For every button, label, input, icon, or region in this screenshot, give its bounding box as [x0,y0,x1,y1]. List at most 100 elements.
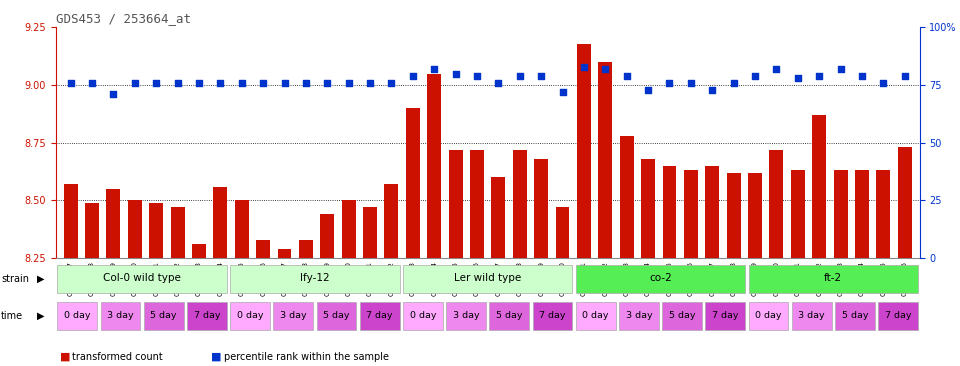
Bar [876,171,890,258]
Point [897,73,912,79]
Text: GDS453 / 253664_at: GDS453 / 253664_at [56,12,191,25]
Point [213,80,228,86]
Bar [406,108,420,258]
Text: time: time [1,311,23,321]
Bar [641,159,655,258]
Bar [274,302,313,330]
Bar [360,302,399,330]
Bar [749,302,788,330]
Point [833,66,849,72]
Bar [878,302,918,330]
Point [255,80,271,86]
Bar [230,302,270,330]
Bar [58,265,227,293]
Bar [187,302,227,330]
Point [747,73,762,79]
Text: ▶: ▶ [36,311,44,321]
Point [661,80,677,86]
Point [448,71,464,76]
Bar [192,244,205,258]
Bar [706,302,745,330]
Point [276,80,292,86]
Point [854,73,870,79]
Bar [149,203,163,258]
Bar [277,249,292,258]
Text: 3 day: 3 day [280,311,306,320]
Bar [321,214,334,258]
Bar [230,265,399,293]
Text: 5 day: 5 day [842,311,868,320]
Bar [534,159,548,258]
Bar [363,207,377,258]
Point [127,80,142,86]
Text: ■: ■ [60,352,70,362]
Bar [576,265,745,293]
Text: 0 day: 0 day [410,311,436,320]
Bar [470,150,484,258]
Point [299,80,314,86]
Bar [619,302,659,330]
Text: 7 day: 7 day [712,311,738,320]
Text: 0 day: 0 day [64,311,90,320]
Bar [833,171,848,258]
Text: ft-2: ft-2 [825,273,842,283]
Text: percentile rank within the sample: percentile rank within the sample [224,352,389,362]
Bar [556,207,569,258]
Text: 0 day: 0 day [583,311,609,320]
Text: 5 day: 5 day [496,311,522,320]
Text: 3 day: 3 day [108,311,133,320]
Point [234,80,250,86]
Bar [144,302,183,330]
Text: strain: strain [1,274,29,284]
Point [320,80,335,86]
Point [426,66,442,72]
Bar [533,302,572,330]
Text: 0 day: 0 day [756,311,781,320]
Point [63,80,79,86]
Text: 5 day: 5 day [151,311,177,320]
Bar [812,115,827,258]
Point [876,80,891,86]
Text: 7 day: 7 day [540,311,565,320]
Text: 3 day: 3 day [453,311,479,320]
Bar [317,302,356,330]
Point [684,80,699,86]
Point [384,80,399,86]
Text: 3 day: 3 day [626,311,652,320]
Text: co-2: co-2 [649,273,672,283]
Bar [662,166,677,258]
Point [512,73,527,79]
Point [769,66,784,72]
Text: 3 day: 3 day [799,311,825,320]
Bar [748,173,762,258]
Bar [256,240,270,258]
Bar [403,302,443,330]
Text: transformed count: transformed count [72,352,163,362]
Text: 5 day: 5 day [324,311,349,320]
Bar [107,189,120,258]
Point [341,80,356,86]
Bar [85,203,99,258]
Bar [513,150,527,258]
Point [84,80,100,86]
Point [491,80,506,86]
Point [640,87,656,93]
Bar [213,187,228,258]
Bar [403,265,572,293]
Bar [299,240,313,258]
Text: ▶: ▶ [36,274,44,284]
Bar [770,150,783,258]
Text: 7 day: 7 day [194,311,220,320]
Bar [492,178,505,258]
Point [170,80,185,86]
Point [705,87,720,93]
Text: 7 day: 7 day [885,311,911,320]
Bar [101,302,140,330]
Text: Ler wild type: Ler wild type [454,273,521,283]
Point [726,80,741,86]
Bar [576,302,615,330]
Point [598,66,613,72]
Point [362,80,377,86]
Bar [662,302,702,330]
Point [405,73,420,79]
